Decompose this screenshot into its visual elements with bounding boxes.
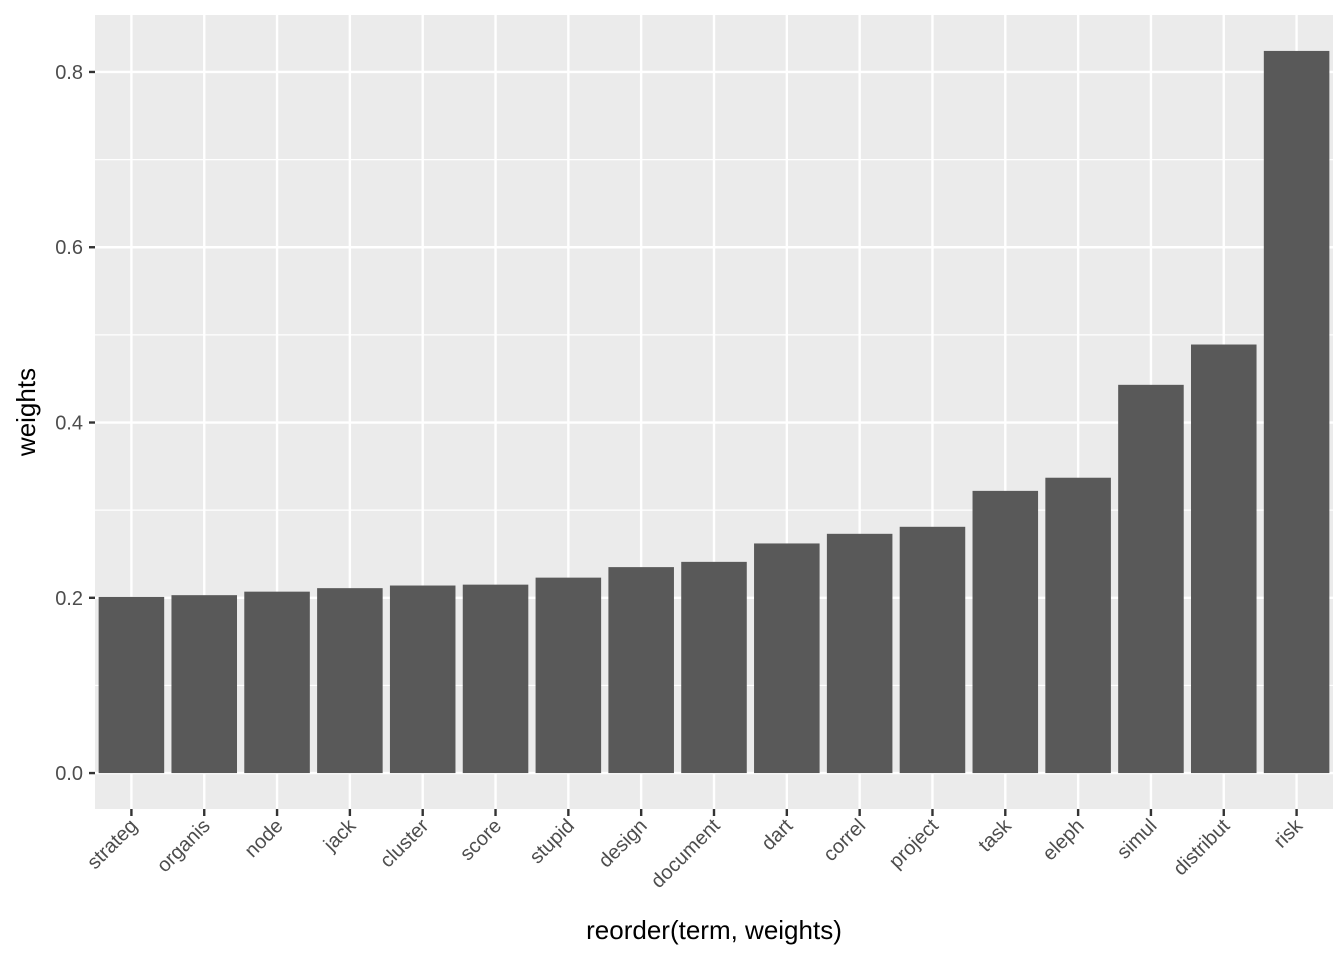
y-axis: 0.0 0.2 0.4 0.6 0.8 [55, 62, 95, 785]
x-tick-label: cluster [376, 815, 433, 872]
bar-node [244, 591, 310, 774]
bar-task [972, 490, 1039, 774]
bar-score [462, 584, 529, 774]
x-tick-label: eleph [1038, 815, 1088, 865]
bar-stupid [535, 577, 602, 774]
y-tick-label: 0.2 [55, 588, 83, 610]
x-tick-label: strateg [83, 815, 142, 874]
bar-jack [317, 588, 383, 774]
bar-organis [171, 595, 238, 774]
bar-cluster [389, 585, 456, 774]
bar-design [608, 567, 674, 774]
x-tick-label: design [594, 815, 651, 872]
x-tick-label: risk [1270, 814, 1308, 852]
x-tick-label: dart [757, 815, 797, 855]
x-tick-label: score [456, 815, 506, 865]
x-tick-label: node [241, 815, 288, 862]
bar-series [98, 50, 1330, 774]
y-axis-title: weights [11, 368, 41, 457]
y-tick-label: 0.4 [55, 413, 83, 435]
x-tick-label: task [974, 814, 1016, 856]
bar-eleph [1045, 477, 1111, 774]
bar-simul [1118, 384, 1184, 774]
x-axis: strateg organis node jack cluster score stupid… [83, 809, 1308, 893]
bar-risk [1263, 50, 1330, 774]
bar-document [681, 561, 747, 774]
x-tick-label: project [885, 815, 943, 873]
y-tick-label: 0.6 [55, 237, 83, 259]
y-tick-label: 0.0 [55, 763, 83, 785]
bar-dart [754, 543, 820, 774]
x-tick-label: document [647, 815, 725, 893]
x-tick-label: distribut [1169, 815, 1234, 880]
x-tick-label: simul [1113, 815, 1162, 864]
x-axis-title: reorder(term, weights) [586, 915, 842, 945]
x-tick-label: jack [319, 814, 361, 856]
bar-correl [826, 533, 893, 774]
x-tick-label: stupid [526, 815, 579, 868]
bar-project [899, 526, 966, 774]
bar-distribut [1190, 344, 1257, 774]
y-tick-label: 0.8 [55, 62, 83, 84]
x-tick-label: correl [819, 815, 870, 866]
x-tick-label: organis [153, 815, 215, 877]
bar-strateg [98, 596, 165, 774]
